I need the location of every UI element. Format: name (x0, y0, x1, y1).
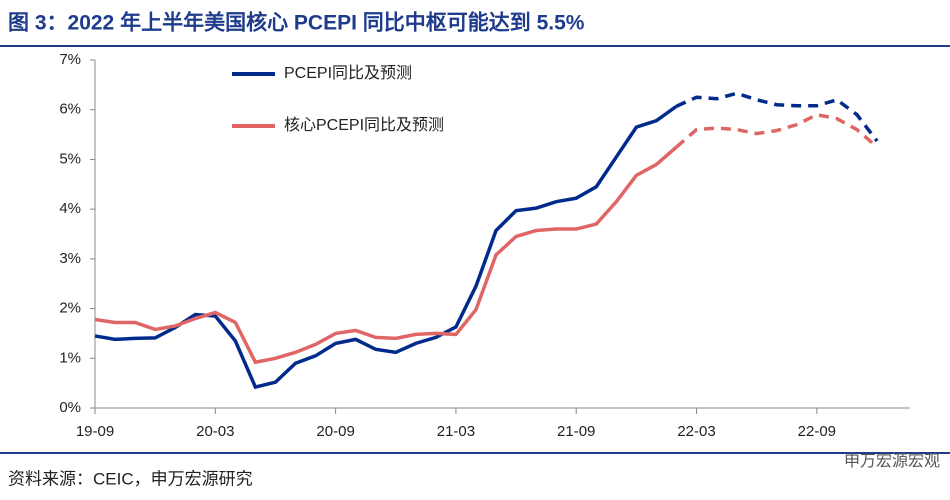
chart-title: 图 3：2022 年上半年美国核心 PCEPI 同比中枢可能达到 5.5% (8, 11, 585, 35)
line (94, 104, 678, 390)
x-tick-label: 20-03 (196, 423, 234, 440)
y-tick-label: 1% (59, 349, 81, 366)
y-tick-label: 6% (59, 101, 81, 118)
y-tick-label: 4% (59, 200, 81, 217)
source-note: 资料来源：CEIC，申万宏源研究 (8, 469, 253, 488)
x-tick-label: 22-03 (677, 423, 715, 440)
legend-label: 核心PCEPI同比及预测 (284, 116, 444, 134)
watermark: 申万宏源宏观 (844, 452, 940, 470)
x-tick-label: 19-09 (76, 423, 114, 440)
y-tick-label: 5% (59, 150, 81, 167)
y-tick-label: 0% (59, 399, 81, 416)
line (94, 145, 678, 365)
x-tick-label: 21-03 (437, 423, 475, 440)
y-tick-label: 3% (59, 250, 81, 267)
x-tick-label: 21-09 (557, 423, 595, 440)
legend-label: PCEPI同比及预测 (284, 64, 412, 82)
y-tick-label: 7% (59, 51, 81, 68)
x-tick-label: 20-09 (316, 423, 354, 440)
forecast-line (675, 91, 879, 143)
forecast-line (675, 112, 879, 149)
x-tick-label: 22-09 (798, 423, 836, 440)
y-tick-label: 2% (59, 300, 81, 317)
